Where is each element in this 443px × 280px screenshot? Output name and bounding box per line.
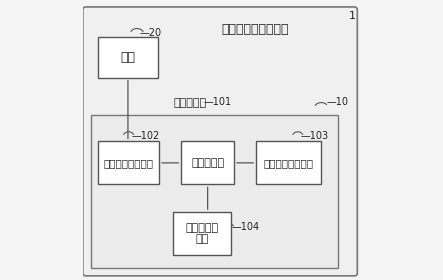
Text: —103: —103 (300, 131, 329, 141)
Text: 主机: 主机 (120, 51, 136, 64)
Text: 自由空间光通信设备: 自由空间光通信设备 (221, 23, 288, 36)
Text: —102: —102 (132, 131, 159, 141)
FancyBboxPatch shape (181, 141, 234, 184)
Text: 1: 1 (349, 11, 356, 21)
FancyBboxPatch shape (83, 7, 358, 276)
FancyBboxPatch shape (98, 38, 158, 78)
FancyBboxPatch shape (256, 141, 321, 184)
Text: —104: —104 (231, 222, 259, 232)
Text: 激光信号发
射器: 激光信号发 射器 (186, 223, 219, 244)
Text: —101: —101 (203, 97, 232, 107)
Text: 微处理单元: 微处理单元 (191, 158, 224, 168)
Text: 信号收发器: 信号收发器 (173, 97, 206, 108)
Text: 第一信号转换模块: 第一信号转换模块 (104, 158, 154, 168)
FancyBboxPatch shape (173, 212, 231, 255)
Text: —20: —20 (140, 28, 162, 38)
FancyBboxPatch shape (98, 141, 159, 184)
Text: 发送距离选择装置: 发送距离选择装置 (264, 158, 314, 168)
Text: —10: —10 (327, 97, 349, 107)
FancyBboxPatch shape (91, 115, 338, 267)
